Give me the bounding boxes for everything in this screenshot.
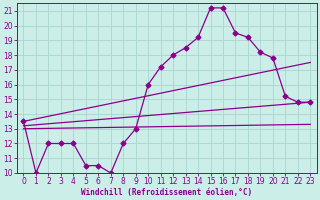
X-axis label: Windchill (Refroidissement éolien,°C): Windchill (Refroidissement éolien,°C) [81, 188, 252, 197]
